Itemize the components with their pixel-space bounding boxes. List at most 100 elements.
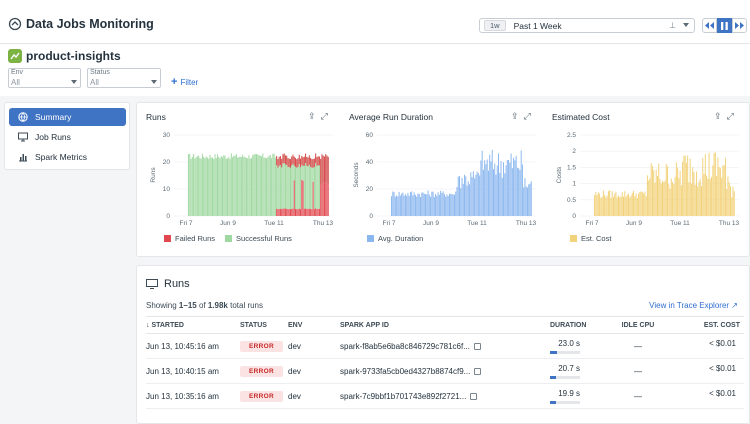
- app-id-text: spark-9733fa5cb0ed4327b8874cf9...: [340, 366, 471, 376]
- forward-button[interactable]: [732, 18, 747, 33]
- bar-est-cost: [667, 166, 669, 216]
- bar-est-cost: [723, 165, 725, 216]
- bar-failed-runs: [291, 208, 293, 216]
- pin-icon[interactable]: ⊥: [669, 21, 676, 30]
- share-icon[interactable]: ⇪: [511, 111, 519, 121]
- sidebar: Summary Job Runs Spark Metrics: [4, 102, 130, 170]
- chart-legend: Avg. Duration: [367, 234, 423, 243]
- y-axis-label: Runs: [150, 167, 157, 183]
- bar-est-cost: [701, 185, 703, 216]
- sidebar-item-spark-metrics[interactable]: Spark Metrics: [9, 148, 126, 166]
- cell-status: ERROR: [240, 333, 288, 359]
- sidebar-item-summary[interactable]: Summary: [9, 108, 126, 126]
- timeframe-selector[interactable]: 1w Past 1 Week ⊥: [479, 18, 695, 33]
- bar-avg-duration: [418, 193, 420, 216]
- copy-icon[interactable]: [473, 342, 481, 350]
- bar-successful-runs: [206, 157, 208, 216]
- share-icon[interactable]: ⇪: [308, 111, 316, 121]
- bar-avg-duration: [416, 196, 418, 216]
- bar-failed-runs: [315, 208, 317, 216]
- bar-successful-runs: [268, 155, 270, 216]
- bar-est-cost: [620, 196, 622, 216]
- bar-avg-duration: [391, 196, 393, 216]
- bar-successful-runs: [288, 158, 290, 210]
- status-filter[interactable]: Status All: [87, 68, 161, 88]
- bar-failed-runs: [308, 155, 310, 165]
- add-filter-button[interactable]: + Filter: [171, 76, 198, 88]
- bar-est-cost: [673, 184, 675, 216]
- pause-button[interactable]: [717, 18, 732, 33]
- bar-successful-runs: [312, 159, 314, 182]
- bar-avg-duration: [494, 163, 496, 216]
- bar-est-cost: [670, 178, 672, 216]
- x-tick-label: Fri 7: [383, 220, 396, 227]
- runs-title-label: Runs: [164, 278, 190, 290]
- bar-est-cost: [714, 152, 716, 216]
- bar-avg-duration: [426, 194, 428, 216]
- bar-failed-runs: [288, 209, 290, 216]
- bar-est-cost: [621, 192, 623, 216]
- bar-failed-runs: [312, 159, 314, 168]
- rewind-button[interactable]: [702, 18, 717, 33]
- chart-actions: ⇪ ⤢: [308, 111, 328, 122]
- duration-bar-fill: [550, 376, 556, 379]
- sidebar-item-job-runs[interactable]: Job Runs: [9, 128, 126, 146]
- bar-avg-duration: [455, 191, 457, 216]
- copy-icon[interactable]: [474, 367, 482, 375]
- cell-status: ERROR: [240, 358, 288, 384]
- bar-avg-duration: [412, 195, 414, 216]
- column-header-spark-app-id[interactable]: SPARK APP ID: [340, 316, 550, 334]
- bar-failed-runs: [298, 154, 300, 165]
- bar-failed-runs: [279, 156, 281, 166]
- bar-est-cost: [699, 179, 701, 216]
- chevron-down-icon[interactable]: [683, 23, 689, 27]
- bar-est-cost: [706, 175, 708, 216]
- bar-est-cost: [728, 182, 730, 216]
- duration-bar: [550, 351, 580, 354]
- expand-icon[interactable]: ⤢: [523, 111, 531, 121]
- column-header-started[interactable]: ↓ STARTED: [146, 316, 240, 334]
- bar-avg-duration: [431, 191, 433, 216]
- table-row[interactable]: Jun 13, 10:35:16 am ERROR dev spark-7c9bbf1…: [146, 383, 744, 409]
- column-header-status[interactable]: STATUS: [240, 316, 288, 334]
- bar-successful-runs: [239, 156, 241, 216]
- bar-est-cost: [623, 196, 624, 216]
- column-header-est-cost[interactable]: EST. COST: [678, 316, 744, 334]
- bar-avg-duration: [514, 160, 516, 216]
- bar-est-cost: [631, 192, 633, 216]
- chevron-down-icon: [151, 80, 157, 84]
- column-header-env[interactable]: ENV: [288, 316, 340, 334]
- bar-avg-duration: [462, 183, 464, 216]
- sort-arrow-icon: ↓: [146, 321, 150, 329]
- bar-successful-runs: [199, 157, 201, 216]
- bar-est-cost: [624, 191, 626, 216]
- bar-avg-duration: [504, 173, 506, 216]
- share-icon[interactable]: ⇪: [714, 111, 722, 121]
- bar-avg-duration: [406, 195, 408, 216]
- bar-avg-duration: [501, 177, 503, 216]
- expand-icon[interactable]: ⤢: [320, 111, 328, 121]
- bar-failed-runs: [311, 159, 313, 168]
- bar-successful-runs: [248, 155, 250, 216]
- bar-failed-runs: [301, 155, 303, 165]
- copy-icon[interactable]: [470, 392, 478, 400]
- bar-successful-runs: [219, 158, 221, 216]
- bar-est-cost: [709, 179, 711, 216]
- column-header-duration[interactable]: DURATION: [550, 316, 598, 334]
- bar-est-cost: [698, 181, 700, 216]
- table-row[interactable]: Jun 13, 10:45:16 am ERROR dev spark-f8ab5e6…: [146, 333, 744, 359]
- env-filter[interactable]: Env All: [8, 68, 81, 88]
- bar-avg-duration: [397, 196, 399, 216]
- column-header-idle-cpu[interactable]: IDLE CPU: [598, 316, 678, 334]
- cell-idle-cpu: —: [598, 333, 678, 359]
- bar-avg-duration: [470, 172, 472, 216]
- bar-failed-runs: [320, 158, 322, 185]
- bar-avg-duration: [481, 150, 483, 216]
- view-in-trace-explorer-link[interactable]: View in Trace Explorer ↗: [649, 301, 738, 310]
- expand-icon[interactable]: ⤢: [726, 111, 734, 121]
- column-label: IDLE CPU: [621, 321, 655, 329]
- y-tick-label: 0: [369, 213, 373, 220]
- table-row[interactable]: Jun 13, 10:40:15 am ERROR dev spark-9733fa5…: [146, 358, 744, 384]
- bar-failed-runs: [281, 209, 283, 216]
- cell-status: ERROR: [240, 383, 288, 409]
